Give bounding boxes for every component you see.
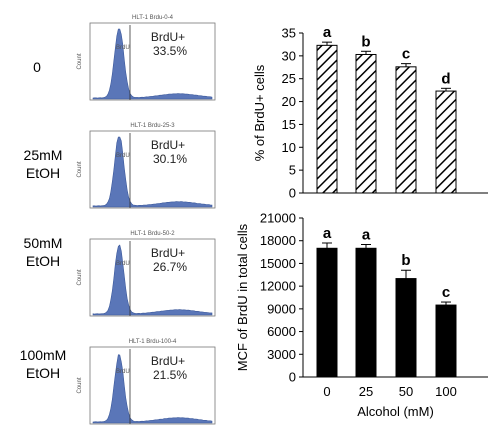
x-axis-label: Alcohol (mM) <box>357 404 434 419</box>
y-tick-label: 5 <box>289 163 296 178</box>
histogram-gate-label: BrdU+ <box>151 138 185 152</box>
y-tick-label: 15000 <box>260 256 296 271</box>
bar-100 <box>435 304 457 378</box>
histogram-gate-marker: BrdU <box>116 153 130 159</box>
histogram-distribution <box>92 136 213 208</box>
y-tick-label: 25 <box>282 71 296 86</box>
histogram-title: HLT-1 Brdu-25-3 <box>130 123 175 129</box>
significance-letter: d <box>441 70 450 87</box>
y-tick-label: 0 <box>289 186 296 201</box>
significance-letter: c <box>402 46 410 63</box>
histogram-y-label: Count <box>77 53 83 69</box>
histogram-gate-value: 21.5% <box>153 368 187 382</box>
histogram-gate-marker: BrdU <box>116 45 130 51</box>
significance-letter: a <box>323 24 332 41</box>
bar-50 <box>395 278 417 378</box>
y-tick-label: 10 <box>282 140 296 155</box>
y-tick-label: 6000 <box>267 324 296 339</box>
condition-labels: 0 25mM EtOH 50mM EtOH 100mM EtOH <box>20 59 67 381</box>
y-tick-label: 15 <box>282 117 296 132</box>
histogram-panel-2: HLT-1 Brdu-50-2 Count BrdU BrdU+26.7% <box>77 231 216 317</box>
significance-letter: a <box>323 225 332 242</box>
bar-0 <box>316 247 338 378</box>
significance-letter: c <box>442 284 450 301</box>
histogram-gate-value: 26.7% <box>153 260 187 274</box>
histogram-distribution <box>92 354 213 424</box>
bar-25 <box>355 53 377 194</box>
histogram-panel-1: HLT-1 Brdu-25-3 Count BrdU BrdU+30.1% <box>77 123 216 209</box>
histogram-title: HLT-1 Brdu-50-2 <box>130 231 175 237</box>
condition-label-100-line2: EtOH <box>26 365 60 381</box>
histogram-gate-value: 33.5% <box>153 44 187 58</box>
y-tick-label: 12000 <box>260 279 296 294</box>
y-tick-label: 35 <box>282 26 296 41</box>
histogram-panel-0: HLT-1 Brdu-0-4 Count BrdU BrdU+33.5% <box>77 15 216 101</box>
condition-label-25-line2: EtOH <box>26 165 60 181</box>
histogram-y-label: Count <box>77 269 83 285</box>
histogram-title: HLT-1 Brdu-0-4 <box>132 15 174 21</box>
histogram-title: HLT-1 Brdu-100-4 <box>129 339 177 345</box>
histogram-y-label: Count <box>77 161 83 177</box>
x-tick-label: 0 <box>323 384 330 399</box>
bar-25 <box>355 247 377 378</box>
histogram-gate-marker: BrdU <box>116 369 130 375</box>
bar-charts: 0 5 10 15 20 25 30 35 % of BrdU+ cells a b c d 0 3000 6… <box>235 24 488 419</box>
y-tick-label: 9000 <box>267 301 296 316</box>
significance-letter: a <box>362 227 371 244</box>
chart-brdu-percent: 0 5 10 15 20 25 30 35 % of BrdU+ cells a b c d <box>252 24 488 201</box>
histogram-gate-marker: BrdU <box>116 261 130 267</box>
bar-100 <box>435 90 457 194</box>
condition-label-0: 0 <box>33 59 41 75</box>
y-tick-label: 3000 <box>267 347 296 362</box>
y-tick-label: 0 <box>289 370 296 385</box>
condition-label-100-line1: 100mM <box>20 347 67 363</box>
histogram-gate-label: BrdU+ <box>151 354 185 368</box>
x-tick-label: 25 <box>359 384 373 399</box>
x-tick-label: 100 <box>435 384 457 399</box>
y-tick-label: 30 <box>282 48 296 63</box>
x-tick-label: 50 <box>399 384 413 399</box>
histogram-panel-3: HLT-1 Brdu-100-4CountBrdUBrdU+21.5%FITC-… <box>77 339 216 425</box>
y-tick-label: 21000 <box>260 211 296 226</box>
histogram-gate-label: BrdU+ <box>151 30 185 44</box>
histogram-y-label: Count <box>77 377 83 393</box>
histogram-gate-label: BrdU+ <box>151 246 185 260</box>
histogram-distribution <box>92 28 213 100</box>
y-axis-label: MCF of BrdU in total cells <box>235 223 250 371</box>
bar-0 <box>316 44 338 194</box>
condition-label-50-line2: EtOH <box>26 253 60 269</box>
condition-label-25-line1: 25mM <box>24 147 63 163</box>
significance-letter: b <box>401 252 410 269</box>
histogram-gate-value: 30.1% <box>153 152 187 166</box>
y-tick-label: 18000 <box>260 233 296 248</box>
bar-50 <box>395 66 417 194</box>
y-axis-label: % of BrdU+ cells <box>252 64 267 161</box>
significance-letter: b <box>361 33 370 50</box>
histogram-distribution <box>92 244 213 316</box>
chart-mcf-brdu: 0 3000 6000 9000 12000 15000 18000 21000 MCF of … <box>235 211 488 419</box>
y-tick-label: 20 <box>282 94 296 109</box>
condition-label-50-line1: 50mM <box>24 235 63 251</box>
